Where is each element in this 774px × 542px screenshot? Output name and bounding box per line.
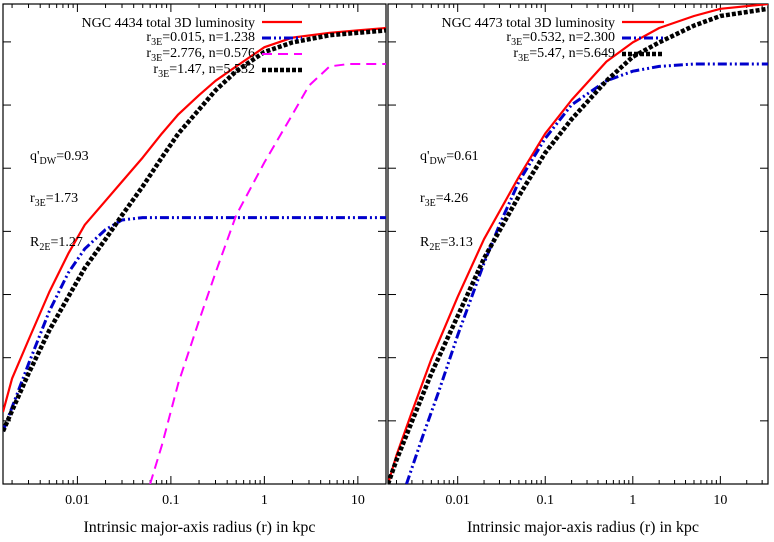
legend-label-3: r3E=1.47, n=5.532 bbox=[153, 62, 255, 80]
series-line-2 bbox=[149, 63, 386, 484]
series-line-1 bbox=[405, 62, 768, 484]
legend-label-2-prefix: r bbox=[146, 46, 151, 61]
annotation-2-subscript: 2E bbox=[429, 242, 440, 253]
annotation-0-suffix: =0.93 bbox=[56, 149, 88, 164]
legend-label-2-suffix: =2.776, n=0.576 bbox=[162, 46, 255, 61]
legend-label-2-subscript: 3E bbox=[518, 53, 529, 64]
x-tick-label: 0.1 bbox=[536, 493, 554, 508]
legend-label-1-prefix: r bbox=[506, 30, 511, 45]
annotation-2-suffix: =3.13 bbox=[440, 235, 472, 250]
annotation-1-suffix: =1.73 bbox=[46, 191, 78, 206]
x-tick-label: 10 bbox=[713, 493, 727, 508]
x-tick-label: 0.01 bbox=[445, 493, 470, 508]
legend-label-0: NGC 4473 total 3D luminosity bbox=[442, 16, 615, 31]
x-axis-label: Intrinsic major-axis radius (r) in kpc bbox=[83, 519, 315, 536]
annotation-1-prefix: r bbox=[30, 191, 35, 206]
legend-label-1-suffix: =0.015, n=1.238 bbox=[162, 30, 255, 45]
series-line-0 bbox=[388, 4, 768, 484]
x-tick-label: 10 bbox=[351, 493, 365, 508]
x-tick-label: 1 bbox=[261, 493, 268, 508]
x-tick-label: 1 bbox=[629, 493, 636, 508]
right-panel: 0.01 0.1 1 10 Intrinsic major-axis radius (r… bbox=[387, 3, 769, 536]
annotation-1-suffix: =4.26 bbox=[436, 191, 468, 206]
x-axis-label: Intrinsic major-axis radius (r) in kpc bbox=[467, 519, 699, 536]
legend-label-1-suffix: =0.532, n=2.300 bbox=[522, 30, 615, 45]
annotation-0-subscript: DW bbox=[40, 156, 57, 167]
annotation-0: q'DW=0.61 bbox=[420, 149, 479, 167]
annotation-1: r3E=4.26 bbox=[420, 191, 468, 209]
legend-label-2: r3E=5.47, n=5.649 bbox=[513, 46, 615, 64]
annotation-2: R2E=1.27 bbox=[30, 235, 83, 253]
annotation-0: q'DW=0.93 bbox=[30, 149, 89, 167]
annotation-0-suffix: =0.61 bbox=[446, 149, 478, 164]
legend-label-2-prefix: r bbox=[513, 46, 518, 61]
legend-label-1-prefix: r bbox=[146, 30, 151, 45]
legend-label-2: r3E=2.776, n=0.576 bbox=[146, 46, 255, 64]
x-tick-label: 0.1 bbox=[162, 493, 180, 508]
legend-label-3-subscript: 3E bbox=[158, 69, 169, 80]
legend-label-1: r3E=0.532, n=2.300 bbox=[506, 30, 615, 48]
annotation-0-subscript: DW bbox=[430, 156, 447, 167]
legend-label-1: r3E=0.015, n=1.238 bbox=[146, 30, 255, 48]
series-line-1 bbox=[3, 216, 386, 432]
series-line-2 bbox=[388, 6, 768, 484]
annotation-1-subscript: 3E bbox=[35, 198, 46, 209]
annotation-1-prefix: r bbox=[420, 191, 425, 206]
annotation-2-prefix: R bbox=[30, 235, 40, 250]
annotation-2-subscript: 2E bbox=[39, 242, 50, 253]
legend-label-1-subscript: 3E bbox=[151, 37, 162, 48]
legend-label-3-suffix: =1.47, n=5.532 bbox=[169, 62, 255, 77]
plot-frame bbox=[387, 3, 769, 485]
series-line-0 bbox=[3, 26, 386, 413]
x-tick-label: 0.01 bbox=[65, 493, 90, 508]
legend-label-1-subscript: 3E bbox=[511, 37, 522, 48]
annotation-2: R2E=3.13 bbox=[420, 235, 473, 253]
legend-label-3-prefix: r bbox=[153, 62, 158, 77]
legend-label-2-subscript: 3E bbox=[151, 53, 162, 64]
annotation-2-prefix: R bbox=[420, 235, 430, 250]
annotation-1-subscript: 3E bbox=[425, 198, 436, 209]
annotation-0-prefix: q' bbox=[30, 149, 40, 164]
annotation-2-suffix: =1.27 bbox=[50, 235, 82, 250]
annotation-1: r3E=1.73 bbox=[30, 191, 78, 209]
series-line-3 bbox=[3, 28, 386, 433]
legend-label-2-suffix: =5.47, n=5.649 bbox=[529, 46, 615, 61]
annotation-0-prefix: q' bbox=[420, 149, 430, 164]
left-panel: 0.01 0.1 1 10 Intrinsic major-axis radius (r… bbox=[2, 3, 387, 536]
plot-frame bbox=[2, 3, 387, 485]
legend-label-0: NGC 4434 total 3D luminosity bbox=[82, 16, 255, 31]
